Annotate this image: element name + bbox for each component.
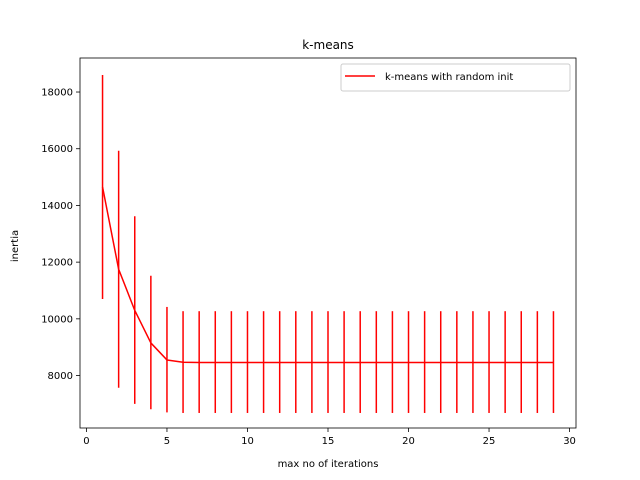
data-point xyxy=(118,268,120,270)
data-point xyxy=(263,362,265,364)
axes: 0 5 10 15 20 25 30 8000 10000 12000 14000 16000 1800… xyxy=(41,57,577,447)
data-point xyxy=(279,362,281,364)
data-point xyxy=(472,362,474,364)
x-axis-label: max no of iterations xyxy=(278,459,379,470)
data-point xyxy=(552,362,554,364)
data-point xyxy=(214,362,216,364)
data-point xyxy=(150,342,152,344)
y-axis-label: inertia xyxy=(10,230,21,262)
x-tick-label: 25 xyxy=(483,436,496,447)
x-tick-label: 20 xyxy=(402,436,415,447)
series-line xyxy=(101,186,554,364)
data-point xyxy=(424,362,426,364)
legend: k-means with random init xyxy=(340,63,571,92)
y-tick-label: 12000 xyxy=(41,258,73,269)
data-point xyxy=(440,362,442,364)
data-point xyxy=(134,309,136,311)
plot-area xyxy=(101,75,555,413)
x-tick-label: 5 xyxy=(164,436,170,447)
data-point xyxy=(359,362,361,364)
x-tick-label: 30 xyxy=(563,436,576,447)
data-point xyxy=(295,362,297,364)
data-point xyxy=(311,362,313,364)
x-tick-label: 10 xyxy=(241,436,254,447)
data-point xyxy=(408,362,410,364)
y-tick-label: 16000 xyxy=(41,144,73,155)
x-tick-label: 0 xyxy=(83,436,89,447)
data-point xyxy=(375,362,377,364)
data-point xyxy=(536,362,538,364)
y-tick-label: 14000 xyxy=(41,201,73,212)
data-point xyxy=(246,362,248,364)
chart-title: k-means xyxy=(302,38,354,52)
data-point xyxy=(198,362,200,364)
legend-box xyxy=(340,63,571,92)
data-point xyxy=(102,186,104,188)
y-tick-label: 10000 xyxy=(41,314,73,325)
y-tick-label: 18000 xyxy=(41,88,73,99)
data-point xyxy=(327,362,329,364)
y-tick-label: 8000 xyxy=(48,371,73,382)
x-tick-label: 15 xyxy=(322,436,335,447)
data-point xyxy=(391,362,393,364)
legend-entry-label: k-means with random init xyxy=(385,72,513,83)
data-point xyxy=(488,362,490,364)
data-point xyxy=(504,362,506,364)
data-point xyxy=(456,362,458,364)
data-point xyxy=(230,362,232,364)
data-point xyxy=(182,361,184,363)
data-point xyxy=(520,362,522,364)
data-point xyxy=(343,362,345,364)
data-point xyxy=(166,359,168,361)
